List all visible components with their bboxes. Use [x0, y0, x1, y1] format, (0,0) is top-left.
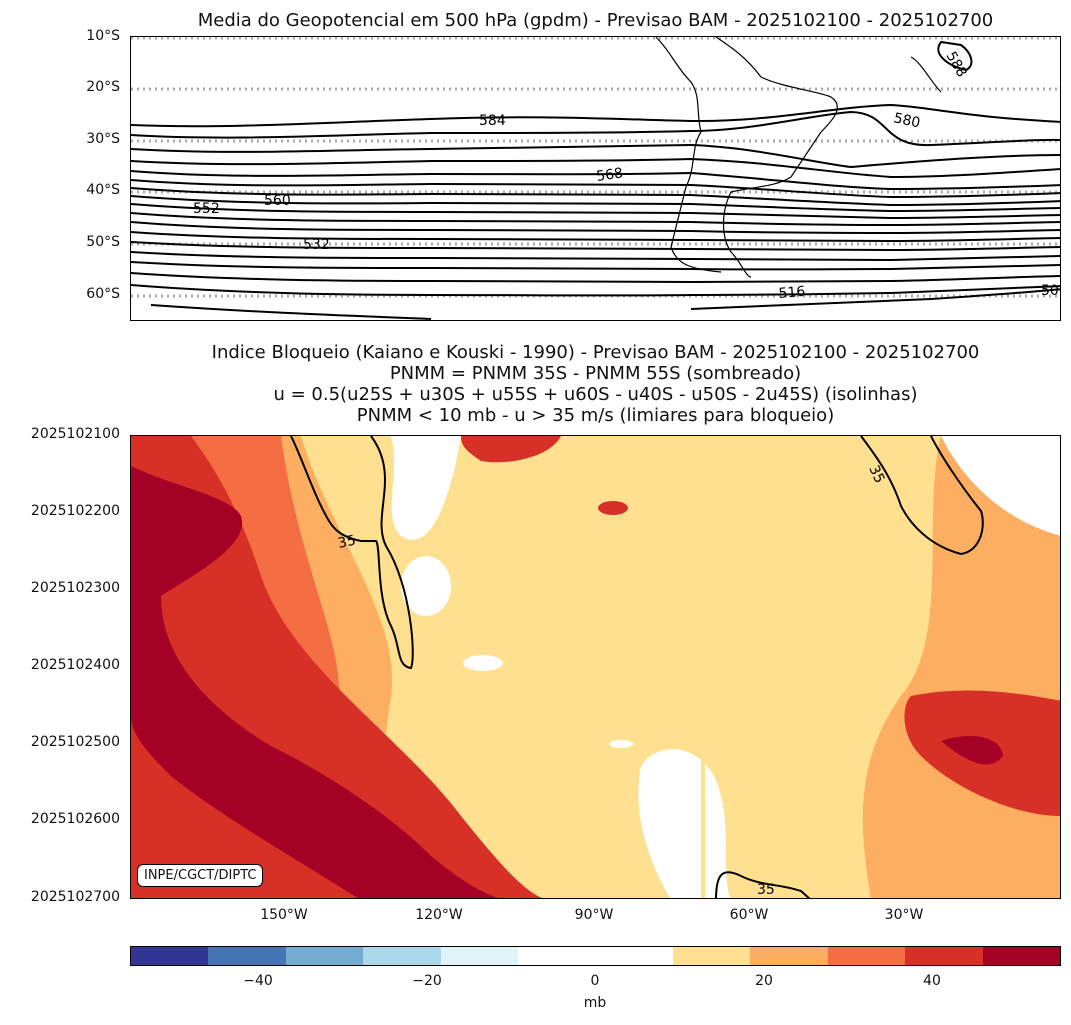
- xlabel-90w: 90°W: [574, 907, 614, 923]
- heatmap-meridian-stripe: [701, 436, 705, 898]
- colorbar-tick-0: 0: [590, 973, 600, 989]
- xlabel-30w: 30°W: [884, 907, 924, 923]
- top-ylabel-60s: 60°S: [86, 286, 120, 302]
- bottom-ylabel-2025102700: 2025102700: [30, 889, 120, 905]
- colorbar-segment-2: [285, 947, 364, 965]
- heatmap-svg: 35 35 35: [131, 436, 1060, 898]
- colorbar-tick-minus20: −20: [412, 973, 442, 989]
- credit-badge: INPE/CGCT/DIPTC: [137, 864, 264, 887]
- contour-label-552: 552: [193, 201, 220, 217]
- top-ylabel-20s: 20°S: [86, 79, 120, 95]
- geopotential-map: 588 584 580 568 560 552 532 516 50: [130, 36, 1061, 321]
- heatmap-white-blob-1: [401, 556, 451, 616]
- bottom-title-line-4: PNMM < 10 mb - u > 35 m/s (limiares para…: [356, 405, 835, 426]
- colorbar-tick-minus40: −40: [243, 973, 273, 989]
- south-america-coastline: [655, 37, 942, 278]
- colorbar-segment-9: [827, 947, 906, 965]
- heatmap-red-spot: [598, 501, 628, 515]
- colorbar-segment-1: [208, 947, 286, 965]
- bottom-ylabel-2025102400: 2025102400: [30, 657, 120, 673]
- colorbar: [130, 946, 1061, 966]
- contour-label-568: 568: [595, 165, 624, 185]
- colorbar-segment-0: [131, 947, 209, 965]
- u-contours: [290, 436, 984, 898]
- bottom-chart-title: Indice Bloqueio (Kaiano e Kouski - 1990)…: [130, 342, 1061, 426]
- top-ylabel-10s: 10°S: [86, 28, 120, 44]
- contour-label-50: 50: [1041, 283, 1059, 299]
- contour-label-560: 560: [264, 193, 291, 209]
- contour-label-516: 516: [778, 284, 806, 302]
- top-chart-title: Media do Geopotencial em 500 hPa (gpdm) …: [197, 10, 994, 31]
- heatmap-white-south: [638, 749, 731, 898]
- bottom-ylabel-2025102200: 2025102200: [30, 503, 120, 519]
- contour-label-532: 532: [303, 237, 330, 253]
- contour-label-584: 584: [479, 113, 506, 129]
- geopotential-svg: 588 584 580 568 560 552 532 516 50: [131, 37, 1060, 320]
- u-contour-label-35-c: 35: [757, 882, 775, 898]
- contour-label-588: 588: [943, 49, 970, 80]
- xlabel-60w: 60°W: [729, 907, 769, 923]
- colorbar-tick-40: 40: [923, 973, 941, 989]
- bottom-ylabel-2025102500: 2025102500: [30, 734, 120, 750]
- bottom-title-line-1: Indice Bloqueio (Kaiano e Kouski - 1990)…: [211, 342, 980, 363]
- u-contour-label-35-a: 35: [337, 533, 358, 552]
- bottom-title-line-3: u = 0.5(u25S + u30S + u55S + u60S - u40S…: [273, 384, 918, 405]
- top-ylabel-40s: 40°S: [86, 182, 120, 198]
- colorbar-tick-20: 20: [755, 973, 773, 989]
- top-ylabel-30s: 30°S: [86, 131, 120, 147]
- xlabel-150w: 150°W: [260, 907, 308, 923]
- bottom-ylabel-2025102300: 2025102300: [30, 580, 120, 596]
- colorbar-segment-11: [982, 947, 1061, 965]
- heatmap-white-blob-3: [609, 740, 633, 748]
- contour-label-580: 580: [892, 110, 921, 131]
- heatmap-white-north: [391, 436, 461, 540]
- blocking-index-heatmap: 35 35 35: [130, 435, 1061, 899]
- colorbar-segment-4: [440, 947, 519, 965]
- geopotential-contours: [131, 40, 1060, 320]
- colorbar-segment-5: [518, 947, 596, 965]
- bottom-title-line-2: PNMM = PNMM 35S - PNMM 55S (sombreado): [389, 363, 802, 384]
- bottom-ylabel-2025102600: 2025102600: [30, 811, 120, 827]
- heatmap-darkred-east: [941, 736, 1003, 765]
- xlabel-120w: 120°W: [415, 907, 463, 923]
- colorbar-segment-6: [595, 947, 673, 965]
- colorbar-segment-8: [750, 947, 828, 965]
- heatmap-darkred-band: [131, 466, 499, 898]
- colorbar-segment-7: [672, 947, 751, 965]
- u-contour-label-35-b: 35: [865, 463, 887, 486]
- colorbar-unit: mb: [583, 995, 607, 1011]
- heatmap-yellow-band: [301, 436, 941, 898]
- heatmap-white-ne: [941, 436, 1060, 536]
- colorbar-segment-10: [905, 947, 983, 965]
- colorbar-segment-3: [363, 947, 441, 965]
- heatmap-white-blob-2: [463, 655, 503, 671]
- bottom-ylabel-2025102100: 2025102100: [30, 426, 120, 442]
- top-ylabel-50s: 50°S: [86, 234, 120, 250]
- heatmap-red-top: [461, 436, 561, 463]
